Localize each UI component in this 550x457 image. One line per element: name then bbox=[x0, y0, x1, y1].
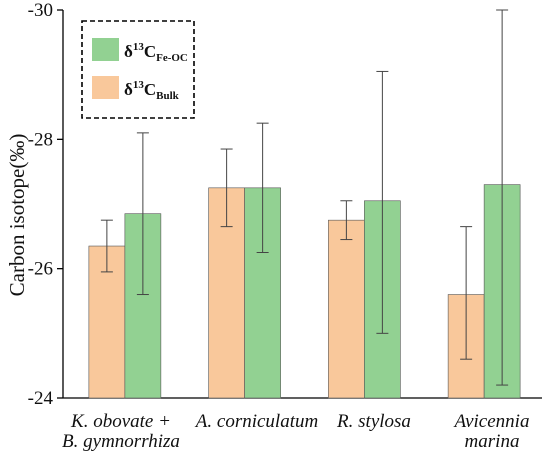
x-tick-label: marina bbox=[465, 431, 520, 452]
x-tick-label: K. obovate + bbox=[70, 411, 171, 432]
bars-group bbox=[88, 184, 521, 399]
y-axis-title: Carbon isotope(‰) bbox=[5, 134, 29, 297]
y-tick-label: -28 bbox=[28, 129, 53, 150]
x-axis-category-labels: K. obovate +B. gymnorrhiza A. corniculatu… bbox=[62, 411, 529, 452]
y-tick-label: -30 bbox=[28, 0, 53, 21]
legend-swatch bbox=[92, 76, 119, 99]
y-axis-ticks: -24 -26 -28 -30 bbox=[28, 0, 63, 409]
bar bbox=[328, 219, 365, 399]
legend-box bbox=[81, 20, 195, 119]
y-tick-label: -24 bbox=[28, 388, 54, 409]
x-tick-label: B. gymnorrhiza bbox=[62, 431, 180, 452]
x-tick-label: Avicennia bbox=[453, 411, 530, 432]
legend-entry: δ13CFe-OC bbox=[124, 41, 188, 64]
x-tick-label: R. stylosa bbox=[336, 411, 411, 432]
x-tick-label: A. corniculatum bbox=[194, 411, 318, 432]
legend: δ13CFe-OC δ13CBulk bbox=[81, 20, 195, 119]
legend-entry: δ13CBulk bbox=[124, 79, 180, 102]
y-tick-label: -26 bbox=[28, 259, 53, 280]
error-bars-group bbox=[100, 9, 509, 386]
legend-swatch bbox=[92, 38, 119, 61]
